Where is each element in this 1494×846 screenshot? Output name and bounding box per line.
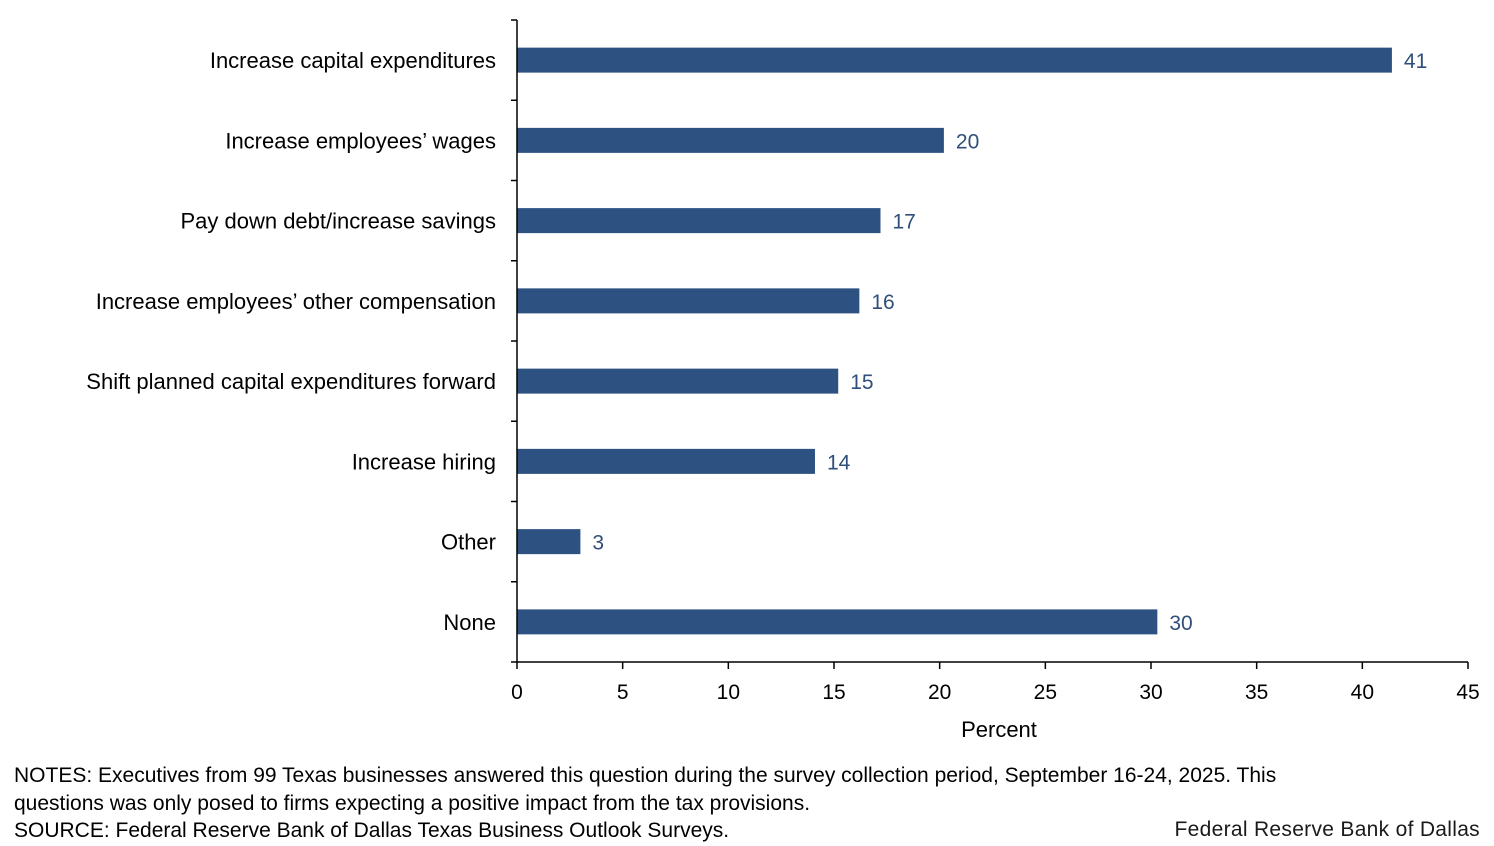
value-label-4: 15 <box>850 371 873 394</box>
x-tick-label-3: 15 <box>822 681 845 704</box>
value-label-0: 41 <box>1404 50 1427 73</box>
category-labels: Increase capital expenditures Increase em… <box>86 48 496 635</box>
category-label-5: Increase hiring <box>352 449 496 474</box>
axes-group: 0 5 10 15 20 25 30 35 40 45 <box>511 19 1480 704</box>
x-tick-label-8: 40 <box>1351 681 1374 704</box>
bar-2 <box>517 208 881 234</box>
x-tick-label-1: 5 <box>617 681 629 704</box>
category-label-2: Pay down debt/increase savings <box>180 209 496 234</box>
value-labels: 41 20 17 16 15 14 3 30 <box>592 50 1427 635</box>
x-tick-label-9: 45 <box>1456 681 1479 704</box>
bar-4 <box>517 368 839 394</box>
notes-line-2: questions was only posed to firms expect… <box>14 791 811 815</box>
value-label-3: 16 <box>871 291 894 314</box>
x-tick-label-0: 0 <box>511 681 523 704</box>
value-label-2: 17 <box>892 211 915 234</box>
category-label-6: Other <box>441 530 496 555</box>
x-tick-label-5: 25 <box>1034 681 1057 704</box>
bar-1 <box>517 127 944 153</box>
bar-6 <box>517 529 581 555</box>
bar-chart: Increase capital expenditures Increase em… <box>86 19 1480 742</box>
value-label-6: 3 <box>592 532 604 555</box>
category-label-3: Increase employees’ other compensation <box>96 289 496 314</box>
category-label-0: Increase capital expenditures <box>210 48 496 73</box>
category-label-4: Shift planned capital expenditures forwa… <box>86 369 496 394</box>
category-label-1: Increase employees’ wages <box>225 128 496 153</box>
value-label-1: 20 <box>956 130 979 153</box>
category-label-7: None <box>443 610 496 635</box>
notes-block: NOTES: Executives from 99 Texas business… <box>14 762 1474 845</box>
x-tick-label-4: 20 <box>928 681 951 704</box>
notes-line-1: NOTES: Executives from 99 Texas business… <box>14 764 1277 787</box>
bar-7 <box>517 609 1158 635</box>
brand-label: Federal Reserve Bank of Dallas <box>1174 818 1480 841</box>
x-tick-label-7: 35 <box>1245 681 1268 704</box>
x-axis-title: Percent <box>961 717 1037 742</box>
x-tick-label-6: 30 <box>1139 681 1162 704</box>
x-tick-label-2: 10 <box>717 681 740 704</box>
bar-0 <box>517 47 1392 73</box>
bar-3 <box>517 288 860 314</box>
source-line: SOURCE: Federal Reserve Bank of Dallas T… <box>14 819 730 842</box>
value-label-5: 14 <box>827 451 851 474</box>
value-label-7: 30 <box>1169 612 1192 635</box>
bars-group <box>517 47 1392 635</box>
bar-5 <box>517 448 815 474</box>
